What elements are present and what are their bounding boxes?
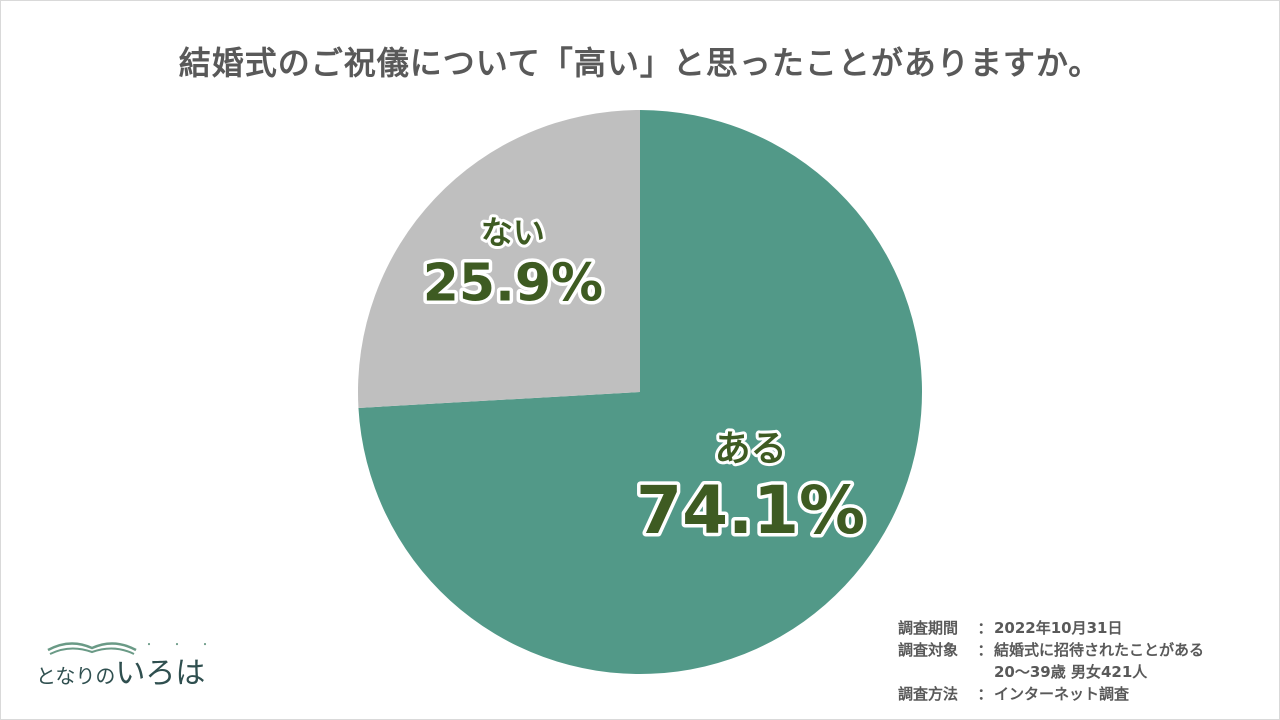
survey-target-value-1: 結婚式に招待されたことがある — [994, 641, 1205, 659]
survey-method-row: 調査方法 ： インターネット調査 — [898, 683, 1204, 705]
survey-separator: ： — [977, 619, 993, 637]
slice-label: ない — [481, 213, 545, 251]
pie-slice-yes — [358, 110, 923, 674]
brand-logo: ・・・ となりのいろは — [36, 636, 228, 691]
survey-period-label: 調査期間 — [898, 619, 959, 637]
survey-target-value-2: 20〜39歳 男女421人 — [994, 663, 1148, 681]
survey-separator: ： — [977, 685, 993, 703]
survey-separator: ： — [977, 641, 993, 659]
survey-method-label: 調査方法 — [898, 685, 959, 703]
survey-info: 調査期間 ： 2022年10月31日 調査対象 ： 結婚式に招待されたことがある… — [898, 617, 1204, 705]
slice-percentage: 74.1% — [636, 472, 865, 549]
survey-period-value: 2022年10月31日 — [994, 619, 1123, 637]
survey-method-value: インターネット調査 — [994, 685, 1130, 703]
logo-text-big: いろは — [115, 656, 206, 691]
survey-target-label: 調査対象 — [898, 641, 959, 659]
pie-slice-no — [358, 110, 640, 408]
survey-period-row: 調査期間 ： 2022年10月31日 — [898, 617, 1204, 639]
survey-target-row-2: 20〜39歳 男女421人 — [898, 661, 1204, 683]
logo-text: となりのいろは — [36, 648, 205, 692]
logo-text-small: となりの — [36, 664, 116, 688]
logo-dots: ・・・ — [144, 640, 228, 651]
chart-title: 結婚式のご祝儀について「高い」と思ったことがありますか。 — [178, 44, 1102, 82]
book-icon — [47, 642, 137, 655]
survey-target-row: 調査対象 ： 結婚式に招待されたことがある — [898, 639, 1204, 661]
slice-percentage: 25.9% — [423, 254, 603, 314]
slice-label: ある — [715, 428, 787, 469]
